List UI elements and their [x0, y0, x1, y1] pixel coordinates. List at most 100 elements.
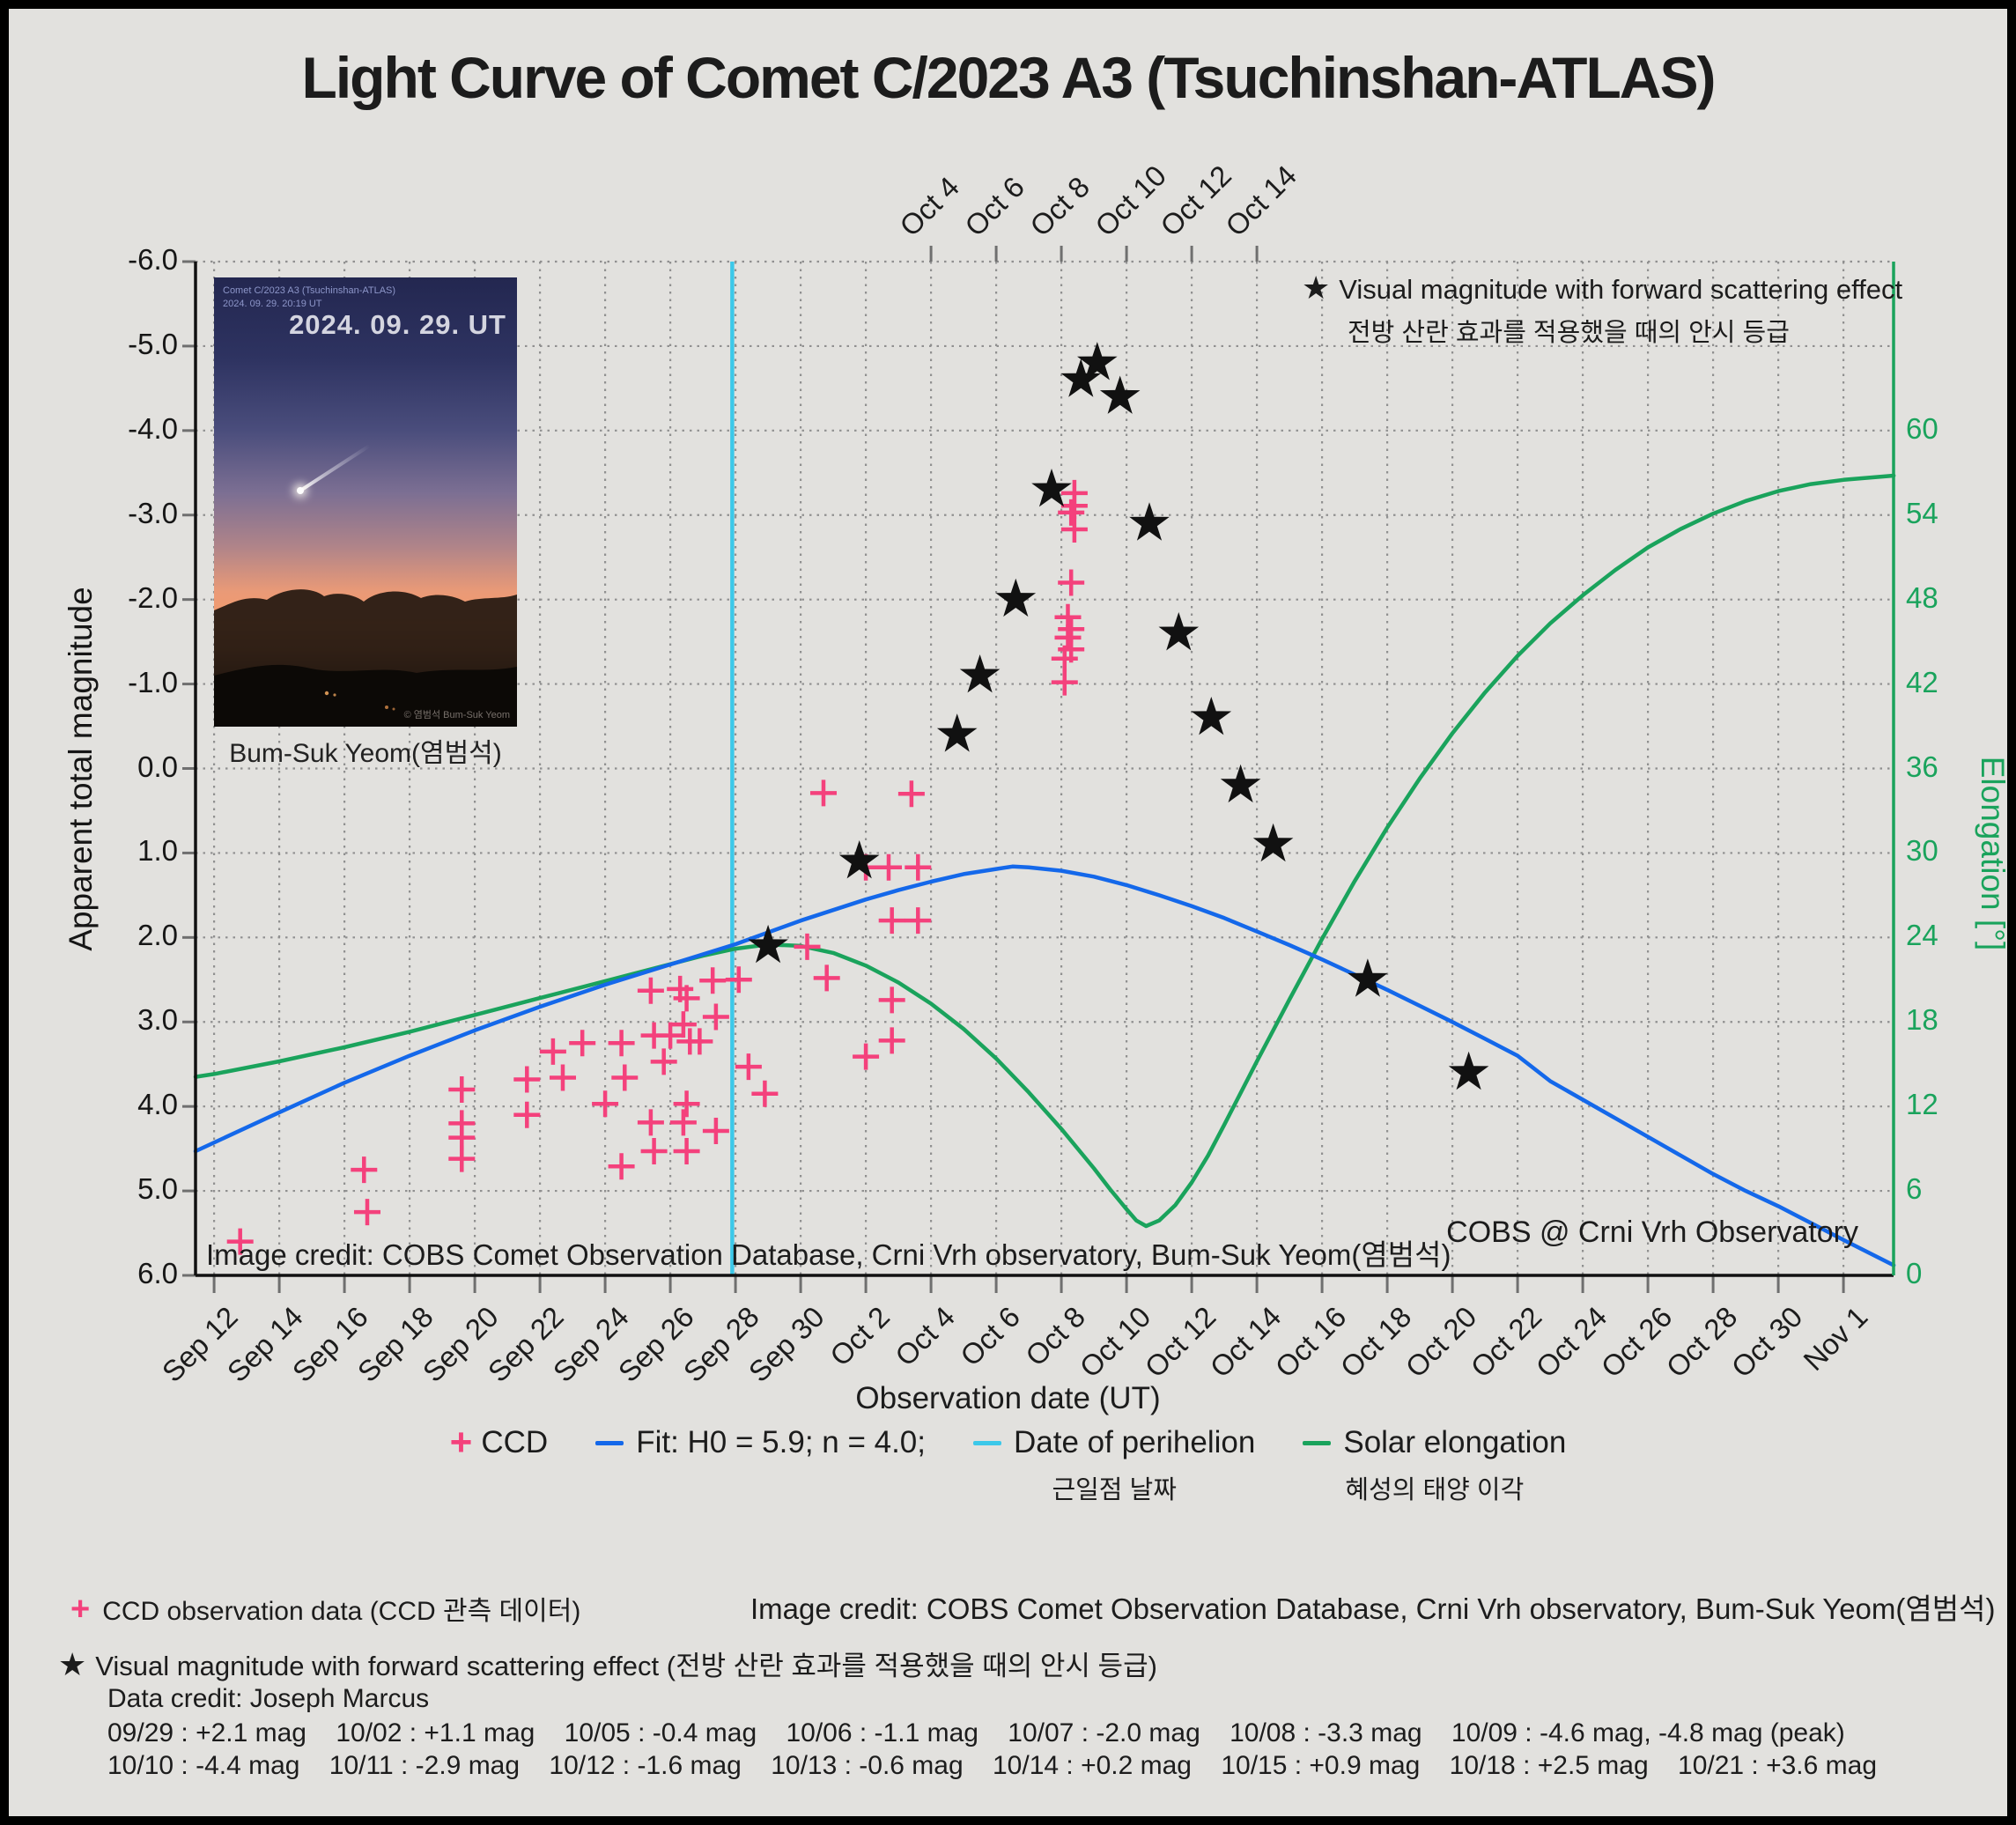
legend-ccd-label: CCD [481, 1425, 549, 1459]
y-tick-label-magnitude: 6.0 [137, 1257, 178, 1289]
x-tick-label-date: Oct 2 [823, 1300, 897, 1372]
y-tick-label-magnitude: -3.0 [128, 496, 178, 529]
ccd-point [549, 1064, 576, 1091]
y-tick-label-elongation: 30 [1906, 834, 1938, 868]
ccd-point [637, 977, 664, 1004]
star-point [936, 713, 978, 752]
y-tick-label-magnitude: 3.0 [137, 1003, 178, 1037]
footer-star-text: Visual magnitude with forward scattering… [95, 1651, 1157, 1681]
ccd-point [794, 933, 821, 960]
y-tick-label-elongation: 42 [1906, 665, 1938, 698]
x-tick-label-date: Oct 14 [1203, 1300, 1288, 1384]
ccd-point [513, 1101, 541, 1128]
ccd-point [699, 967, 727, 994]
ccd-point [878, 1027, 905, 1054]
x-tick-label-date: Nov 1 [1797, 1300, 1874, 1378]
footer-magnitude-line-2: 10/10 : -4.4 mag 10/11 : -2.9 mag 10/12 … [107, 1751, 1878, 1780]
ccd-point [813, 964, 840, 992]
star-point [1348, 958, 1388, 997]
ccd-point [539, 1038, 566, 1065]
star-icon: ★ [58, 1646, 87, 1682]
axis-ticks [182, 246, 1845, 1293]
legend-elongation-label: Solar elongation [1343, 1425, 1567, 1459]
plot-observatory-credit: COBS @ Crni Vrh Observatory [1446, 1215, 1858, 1249]
y-tick-label-elongation: 36 [1906, 750, 1938, 783]
legend-perihelion-label: Date of perihelion [1014, 1425, 1256, 1459]
x-tick-label-date: Oct 20 [1399, 1300, 1483, 1384]
ccd-point [226, 1228, 254, 1255]
y-tick-label-magnitude: 0.0 [137, 750, 178, 783]
footer-ccd-line: + CCD observation data (CCD 관측 데이터) [70, 1589, 580, 1629]
axis-labels-layer: -6.0 -5.0 -4.0 -3.0 -2.0 -1.0 0.0 1.0 2.0 3.0 4.0 5… [9, 9, 2007, 1816]
ccd-point [702, 1003, 729, 1031]
ccd-point [809, 780, 837, 807]
y-tick-label-magnitude: 2.0 [137, 919, 178, 952]
photo-caption-small: Comet C/2023 A3 (Tsuchinshan-ATLAS) 2024… [223, 284, 395, 311]
star-legend-text-kr: 전방 산란 효과를 적용했을 때의 안시 등급 [1348, 319, 1790, 347]
ccd-point [640, 1138, 668, 1165]
ccd-point [1054, 624, 1082, 651]
ccd-point [673, 1138, 700, 1165]
star-point [1220, 764, 1261, 803]
x-tick-label-date: Oct 30 [1724, 1300, 1809, 1384]
top-tick-label-date: Oct 14 [1219, 159, 1303, 243]
y-tick-label-magnitude: -2.0 [128, 580, 178, 614]
y-tick-label-magnitude: -1.0 [128, 665, 178, 698]
ccd-point [448, 1075, 476, 1103]
ccd-point [669, 1011, 697, 1038]
y-tick-label-elongation: 60 [1906, 411, 1938, 445]
y-tick-label-elongation: 18 [1906, 1003, 1938, 1037]
star-point [1031, 469, 1072, 507]
ccd-point [608, 1153, 635, 1180]
y-tick-label-elongation: 24 [1906, 919, 1938, 952]
ccd-point [897, 780, 925, 808]
ccd-point [686, 1028, 713, 1055]
x-tick-label-date: Oct 24 [1529, 1300, 1614, 1384]
ccd-point [875, 853, 902, 881]
y-axis-title-right: Elongation [°] [1975, 756, 2011, 951]
y-tick-label-magnitude: 4.0 [137, 1088, 178, 1121]
photo-watermark: © 염범석 Bum-Suk Yeom [403, 710, 510, 720]
ccd-point [669, 1109, 697, 1136]
footer-data-credit: Data credit: Joseph Marcus [107, 1684, 430, 1713]
plus-marker-icon: + [70, 1591, 91, 1628]
footer-star-line: ★ Visual magnitude with forward scatterin… [58, 1644, 1157, 1683]
photo-datetime: 2024. 09. 29. 20:19 UT [223, 299, 322, 309]
x-tick-label-date: Oct 18 [1333, 1300, 1418, 1384]
ccd-point [673, 1090, 700, 1118]
star-point [1191, 697, 1232, 735]
ccd-point [650, 1048, 677, 1075]
y-tick-label-elongation: 12 [1906, 1088, 1938, 1121]
star-point [1077, 342, 1118, 381]
star-point [1448, 1051, 1489, 1090]
x-tick-label-date: Oct 12 [1138, 1300, 1222, 1384]
ccd-point [351, 1156, 378, 1184]
ccd-point [1058, 499, 1085, 526]
y-tick-label-magnitude: -4.0 [128, 411, 178, 445]
photo-date-label: 2024. 09. 29. UT [289, 309, 506, 340]
plus-marker-icon: + [449, 1421, 473, 1464]
footer-ccd-text: CCD observation data (CCD 관측 데이터) [102, 1597, 581, 1626]
y-tick-label-magnitude: 5.0 [137, 1172, 178, 1206]
star-point [1099, 375, 1141, 414]
legend-elongation-label-kr: 혜성의 태양 이각 [1345, 1476, 1525, 1504]
y-tick-label-elongation: 54 [1906, 496, 1938, 529]
x-tick-label-date: Oct 6 [954, 1300, 1027, 1372]
star-point [995, 578, 1037, 617]
legend-item-fit: Fit: H0 = 5.9; n = 4.0; [595, 1425, 926, 1460]
star-legend-text: Visual magnitude with forward scattering… [1339, 274, 1903, 305]
ccd-point [657, 1022, 684, 1049]
star-icon: ★ [1302, 270, 1331, 306]
ccd-point [513, 1066, 541, 1093]
legend-fit-label: Fit: H0 = 5.9; n = 4.0; [636, 1425, 926, 1459]
ccd-point [611, 1064, 639, 1091]
star-legend: ★ Visual magnitude with forward scatterin… [1302, 270, 1902, 349]
star-point [1158, 612, 1200, 651]
ccd-point [725, 966, 752, 994]
top-tick-label-date: Oct 8 [1023, 170, 1097, 243]
top-tick-label-date: Oct 10 [1089, 159, 1173, 243]
ccd-point [608, 1030, 635, 1057]
fit-curve [193, 864, 1896, 1267]
top-tick-label-date: Oct 12 [1154, 159, 1238, 243]
